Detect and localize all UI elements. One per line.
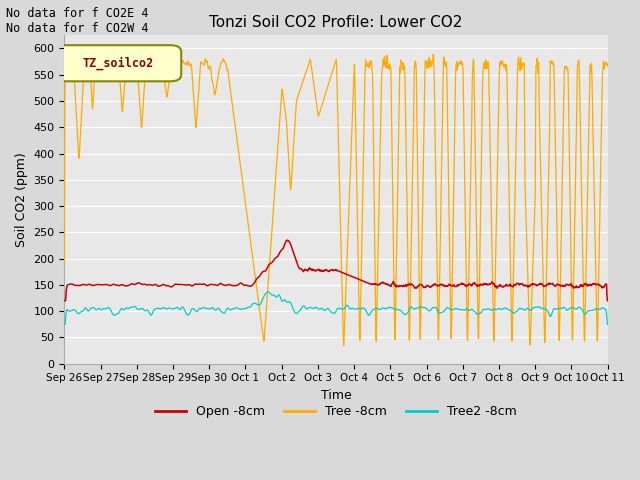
Text: No data for f CO2E 4
No data for f CO2W 4: No data for f CO2E 4 No data for f CO2W … [6,7,149,35]
X-axis label: Time: Time [321,389,351,402]
Text: TZ_soilco2: TZ_soilco2 [82,57,153,70]
FancyBboxPatch shape [56,45,181,81]
Title: Tonzi Soil CO2 Profile: Lower CO2: Tonzi Soil CO2 Profile: Lower CO2 [209,15,463,30]
Legend: Open -8cm, Tree -8cm, Tree2 -8cm: Open -8cm, Tree -8cm, Tree2 -8cm [150,400,522,423]
Y-axis label: Soil CO2 (ppm): Soil CO2 (ppm) [15,152,28,247]
